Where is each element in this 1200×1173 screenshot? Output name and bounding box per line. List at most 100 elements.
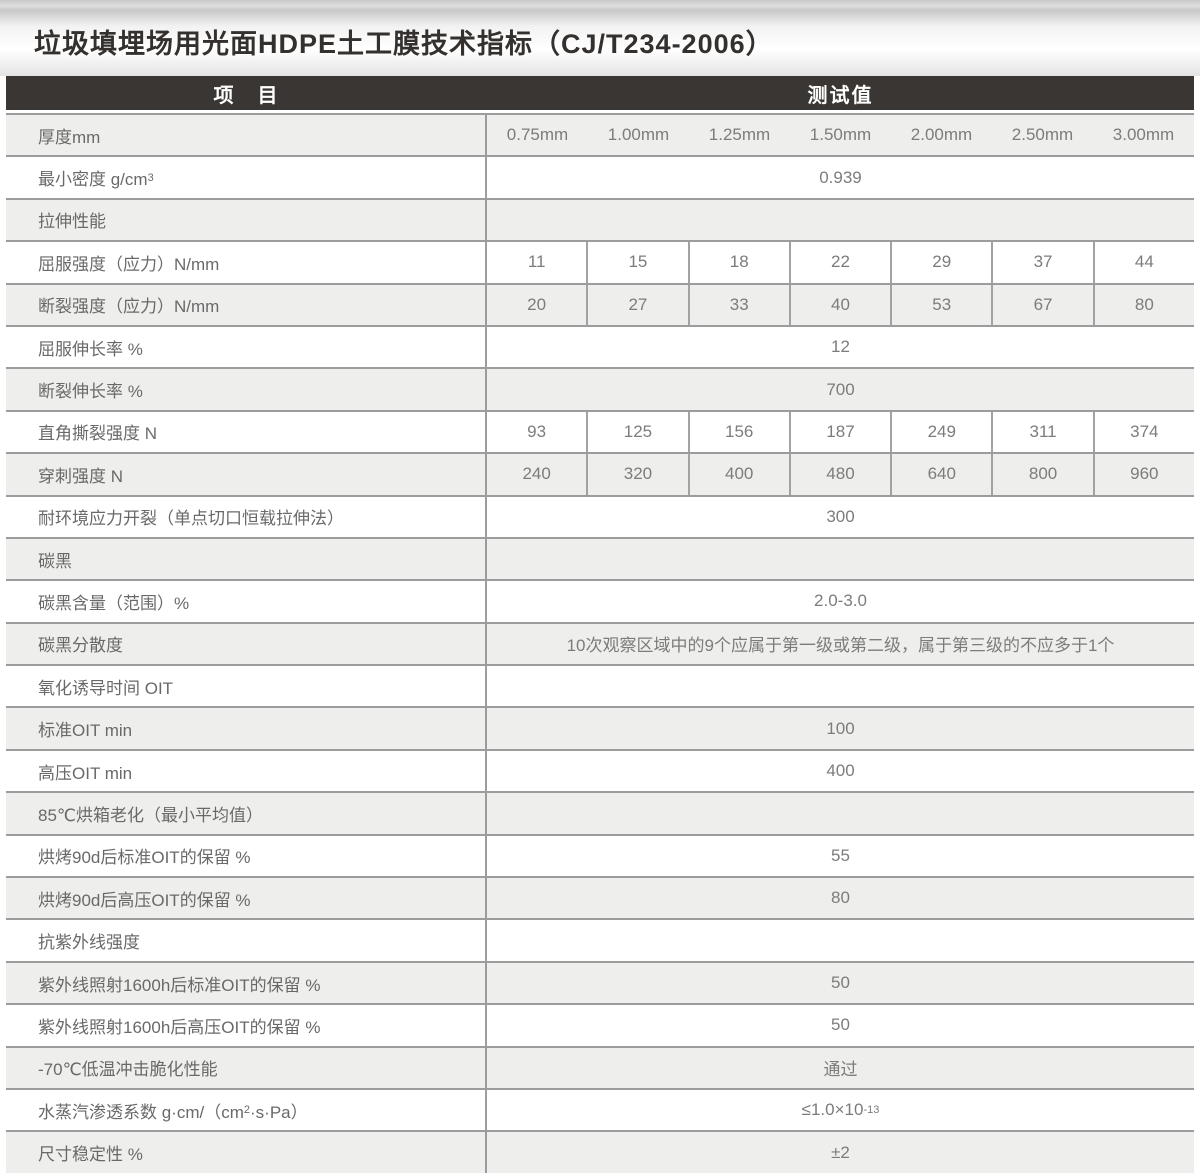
value-cell: 480 xyxy=(788,454,890,495)
value-cell: 93 xyxy=(527,421,547,441)
row-label: 屈服强度（应力）N/mm xyxy=(6,242,487,283)
table-row: 直角撕裂强度 N 93 125 156 187 249 311 374 xyxy=(6,409,1194,453)
value-cell: 640 xyxy=(890,454,991,495)
row-values: ≤1.0×10 -13 xyxy=(487,1090,1194,1130)
row-label: 紫外线照射1600h后高压OIT的保留 % xyxy=(6,1005,487,1046)
row-label: 最小密度 g/cm 3 xyxy=(6,157,487,198)
value-cell: 11 xyxy=(527,252,546,272)
value-cell: 27 xyxy=(586,284,687,325)
page-title: 垃圾填埋场用光面HDPE土工膜技术指标（CJ/T234-2006） xyxy=(34,28,774,59)
table-row: 烘烤90d后高压OIT的保留 % 80 xyxy=(6,876,1194,919)
table-row: 碳黑分散度 10次观察区域中的9个应属于第一级或第二级，属于第三级的不应多于1个 xyxy=(6,621,1194,665)
row-values xyxy=(487,539,1194,579)
column-header-item: 项 目 xyxy=(213,84,280,107)
text-segment: 最小密度 g/cm xyxy=(38,170,148,190)
table-row: -70℃低温冲击脆化性能 通过 xyxy=(6,1045,1194,1088)
value-cell-span: 2.0-3.0 xyxy=(814,591,867,611)
table-row: 水蒸汽渗透系数 g·cm/（cm 2 ·s·Pa） ≤1.0×10 -13 xyxy=(6,1087,1194,1131)
table-row: 氧化诱导时间 OIT xyxy=(6,664,1194,707)
row-label: 屈服伸长率 % xyxy=(6,326,487,368)
table-row: 穿刺强度 N 240 320 400 480 640 800 960 xyxy=(6,452,1194,495)
value-cell: 44 xyxy=(1092,242,1194,283)
value-cell-span: 10次观察区域中的9个应属于第一级或第二级，属于第三级的不应多于1个 xyxy=(566,636,1115,656)
value-cell: 125 xyxy=(586,411,687,453)
value-cell: 1.25mm xyxy=(708,125,771,145)
row-label: 高压OIT min xyxy=(6,750,487,792)
value-cell: 29 xyxy=(890,242,991,283)
row-values: ±2 xyxy=(487,1132,1194,1172)
row-label: -70℃低温冲击脆化性能 xyxy=(6,1047,487,1088)
table-row: 尺寸稳定性 % ±2 xyxy=(6,1130,1194,1173)
table-row: 碳黑含量（范围）% 2.0-3.0 xyxy=(6,579,1194,622)
value-cell: 249 xyxy=(890,411,991,453)
value-cell: 0.75mm xyxy=(506,125,569,145)
row-values: 11 15 18 22 29 37 44 xyxy=(487,242,1194,283)
value-cell-span: ±2 xyxy=(831,1142,850,1162)
table-row: 抗紫外线强度 xyxy=(6,918,1194,961)
value-cell: 15 xyxy=(586,242,687,283)
text-segment: ·s·Pa） xyxy=(250,1102,308,1122)
value-cell-span: ≤1.0×10 -13 xyxy=(801,1100,880,1120)
value-cell: 3.00mm xyxy=(1112,125,1175,145)
text-segment: ≤1.0×10 xyxy=(801,1100,864,1120)
row-label: 拉伸性能 xyxy=(6,199,487,241)
row-values: 50 xyxy=(487,1005,1194,1045)
value-cell: 67 xyxy=(991,284,1092,325)
row-label: 直角撕裂强度 N xyxy=(6,411,487,453)
row-values: 300 xyxy=(487,497,1194,537)
table-body: 厚度mm 0.75mm 1.00mm 1.25mm 1.50mm 2.00mm 2.50mm… xyxy=(6,110,1194,1173)
row-label: 标准OIT min xyxy=(6,708,487,749)
row-label: 厚度mm xyxy=(6,115,487,156)
value-cell: 1.50mm xyxy=(809,125,872,145)
title-band: 垃圾填埋场用光面HDPE土工膜技术指标（CJ/T234-2006） xyxy=(0,0,1200,76)
value-cell-span: 700 xyxy=(826,379,855,399)
row-values: 400 xyxy=(487,751,1194,791)
value-cell: 22 xyxy=(788,242,890,283)
row-label: 烘烤90d后高压OIT的保留 % xyxy=(6,878,487,919)
value-cell: 311 xyxy=(991,411,1092,453)
table-row: 耐环境应力开裂（单点切口恒载拉伸法） 300 xyxy=(6,494,1194,537)
table-row: 厚度mm 0.75mm 1.00mm 1.25mm 1.50mm 2.00mm 2.50mm… xyxy=(6,113,1194,156)
value-cell-span: 100 xyxy=(826,718,855,738)
row-values: 12 xyxy=(487,327,1194,367)
table-row: 碳黑 xyxy=(6,536,1194,580)
row-values: 93 125 156 187 249 311 374 xyxy=(487,411,1194,453)
row-label: 紫外线照射1600h后标准OIT的保留 % xyxy=(6,962,487,1004)
row-values: 通过 xyxy=(487,1048,1194,1088)
row-label: 穿刺强度 N xyxy=(6,454,487,495)
value-cell-span: 通过 xyxy=(823,1060,858,1080)
row-label: 断裂强度（应力）N/mm xyxy=(6,284,487,325)
table-row: 紫外线照射1600h后标准OIT的保留 % 50 xyxy=(6,960,1194,1004)
row-values: 0.75mm 1.00mm 1.25mm 1.50mm 2.00mm 2.50mm 3.00… xyxy=(487,115,1194,155)
value-cell: 156 xyxy=(687,411,789,453)
value-cell: 2.50mm xyxy=(1011,125,1074,145)
table-row: 屈服强度（应力）N/mm 11 15 18 22 29 37 44 xyxy=(6,240,1194,283)
row-label: 碳黑含量（范围）% xyxy=(6,581,487,622)
value-cell-span: 50 xyxy=(831,973,850,992)
row-label: 尺寸稳定性 % xyxy=(6,1132,487,1173)
table-row: 最小密度 g/cm 3 0.939 xyxy=(6,155,1194,198)
row-label: 断裂伸长率 % xyxy=(6,369,487,410)
value-cell: 800 xyxy=(991,454,1092,495)
row-label: 耐环境应力开裂（单点切口恒载拉伸法） xyxy=(6,496,487,537)
table-row: 高压OIT min 400 xyxy=(6,748,1194,792)
value-cell: 374 xyxy=(1092,411,1194,453)
value-cell-span: 12 xyxy=(831,337,850,357)
value-cell: 960 xyxy=(1092,454,1194,495)
value-cell-span: 300 xyxy=(826,506,855,526)
row-label: 85℃烘箱老化（最小平均值） xyxy=(6,793,487,834)
value-cell: 18 xyxy=(687,242,789,283)
row-label: 碳黑分散度 xyxy=(6,623,487,665)
row-label: 抗紫外线强度 xyxy=(6,920,487,961)
row-values: 0.939 xyxy=(487,157,1194,197)
value-cell: 400 xyxy=(687,454,789,495)
row-values: 100 xyxy=(487,708,1194,748)
table-row: 拉伸性能 xyxy=(6,197,1194,241)
row-values xyxy=(487,666,1194,706)
value-cell-span: 55 xyxy=(831,845,850,865)
row-label: 水蒸汽渗透系数 g·cm/（cm 2 ·s·Pa） xyxy=(6,1089,487,1131)
value-cell: 53 xyxy=(890,284,991,325)
value-cell: 240 xyxy=(522,464,551,484)
spec-table: 项 目 测试值 厚度mm 0.75mm 1.00mm 1.25mm 1.50mm 2.00… xyxy=(6,76,1194,1173)
table-row: 断裂伸长率 % 700 xyxy=(6,367,1194,410)
